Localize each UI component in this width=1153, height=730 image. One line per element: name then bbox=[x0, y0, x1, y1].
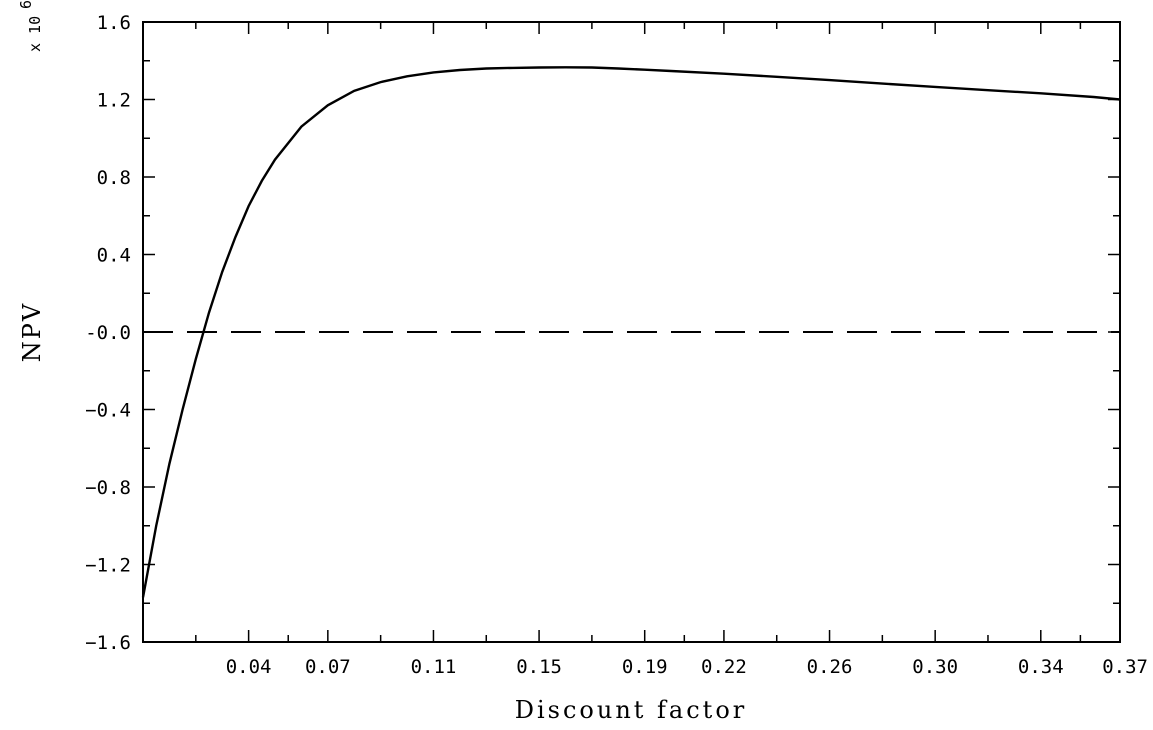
x-tick-label: 0.37 bbox=[1102, 656, 1148, 678]
y-tick-label: −1.6 bbox=[85, 632, 131, 654]
y-tick-label: 0.8 bbox=[97, 167, 131, 189]
x-tick-label: 0.26 bbox=[807, 656, 853, 678]
x-tick-label: 0.04 bbox=[226, 656, 272, 678]
y-tick-label: −0.8 bbox=[85, 477, 131, 499]
y-multiplier-exponent: 6 bbox=[17, 0, 35, 9]
npv-curve bbox=[141, 66, 1121, 598]
x-tick-label: 0.19 bbox=[622, 656, 668, 678]
y-tick-label: 1.2 bbox=[97, 90, 131, 112]
x-tick-label: 0.22 bbox=[701, 656, 747, 678]
y-tick-label: −0.4 bbox=[85, 400, 131, 422]
y-tick-label: 1.6 bbox=[97, 12, 131, 34]
y-tick-label: −1.2 bbox=[85, 555, 131, 577]
x-tick-label: 0.34 bbox=[1018, 656, 1064, 678]
tick-layer bbox=[143, 21, 1121, 643]
y-tick-label: 0.4 bbox=[97, 245, 131, 267]
x-tick-label: 0.15 bbox=[516, 656, 562, 678]
label-layer: 1.6 1.2 0.8 0.4 -0.0 −0.4 −0.8 −1.2 −1.6 0.04 0.07… bbox=[85, 12, 1148, 678]
y-axis-title: NPV bbox=[18, 302, 46, 362]
y-multiplier-prefix: x 10 bbox=[26, 16, 44, 52]
x-tick-label: 0.30 bbox=[912, 656, 958, 678]
series-layer bbox=[141, 66, 1121, 598]
x-tick-label: 0.11 bbox=[411, 656, 457, 678]
y-multiplier: x 10 6 bbox=[17, 0, 44, 52]
x-tick-label: 0.07 bbox=[305, 656, 351, 678]
y-tick-label: -0.0 bbox=[85, 322, 131, 344]
x-axis-title: Discount factor bbox=[515, 696, 748, 724]
